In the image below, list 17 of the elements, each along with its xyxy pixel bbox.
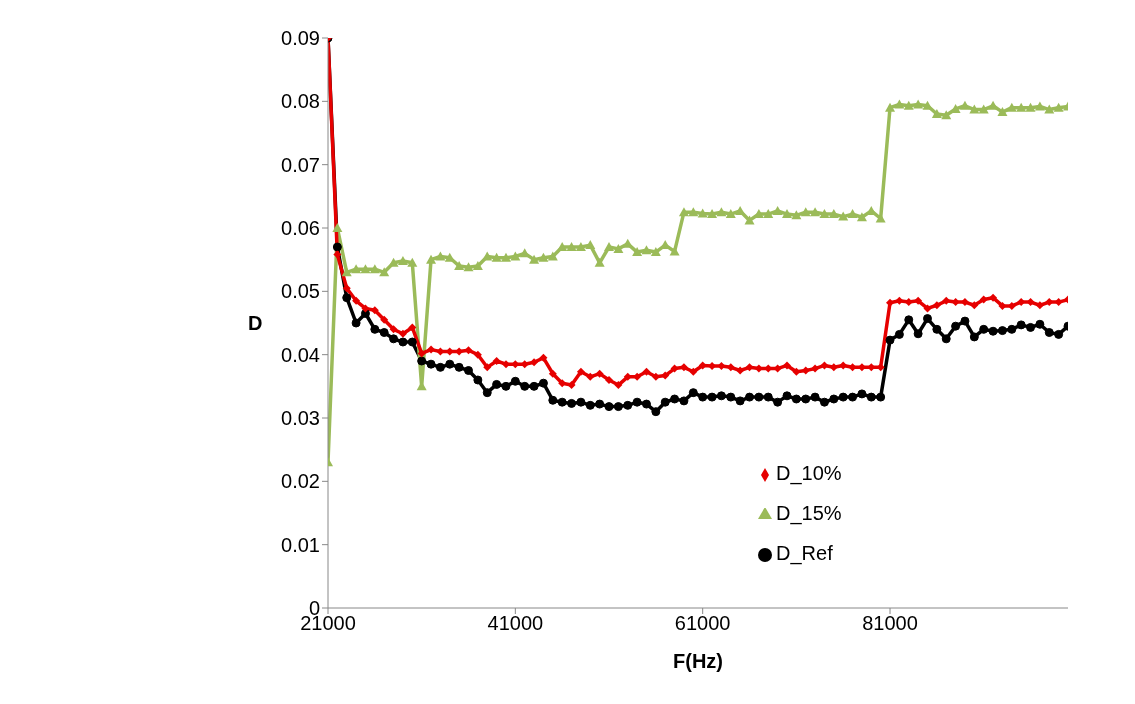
y-tick-label: 0.02 xyxy=(281,470,320,493)
y-tick-label: 0.01 xyxy=(281,533,320,556)
x-tick-label: 81000 xyxy=(862,612,918,635)
x-axis-title: F(Hz) xyxy=(673,650,723,672)
legend-label: D_15% xyxy=(776,502,842,524)
legend-label: D_10% xyxy=(776,462,842,484)
y-tick-label: 0.05 xyxy=(281,280,320,303)
y-tick-label: 0.04 xyxy=(281,343,320,366)
y-tick-label: 0.09 xyxy=(281,27,320,50)
y-tick-label: 0.08 xyxy=(281,90,320,113)
x-tick-label: 61000 xyxy=(674,612,731,635)
y-tick-label: 0.06 xyxy=(281,217,320,240)
y-tick-label: 0.03 xyxy=(281,407,320,430)
y-tick-label: 0.07 xyxy=(281,153,320,176)
y-axis-title: D xyxy=(248,312,263,335)
legend-label: D_Ref xyxy=(776,542,833,564)
x-tick-label: 41000 xyxy=(487,612,544,635)
